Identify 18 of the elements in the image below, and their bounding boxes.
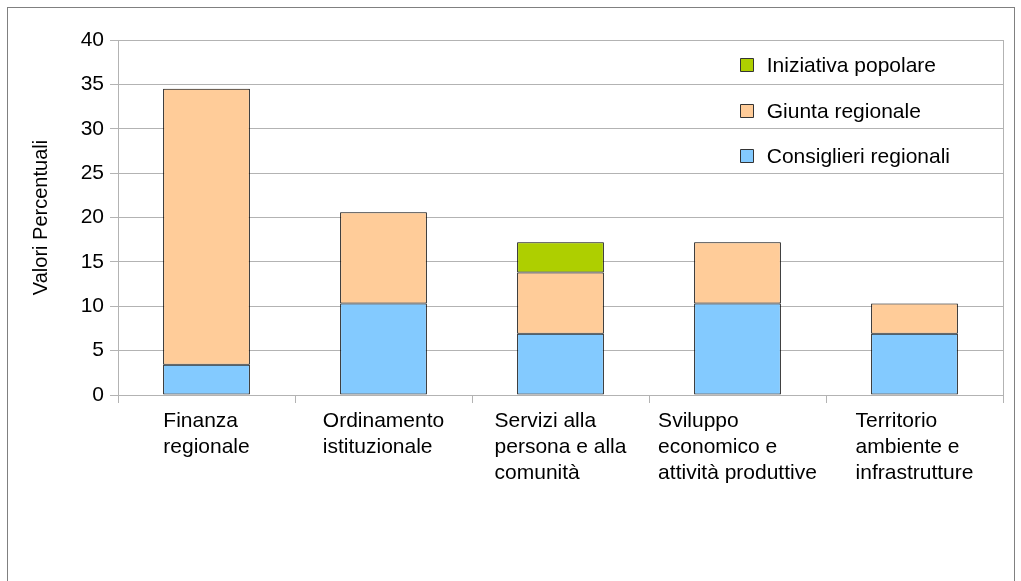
x-tick-label: Sviluppo economico e attività produttive [658, 408, 817, 484]
y-tick-label: 40 [80, 26, 104, 50]
x-tick-label: Servizi alla persona e alla comunità [494, 408, 627, 484]
legend-label: Iniziativa popolare [766, 52, 937, 76]
x-tick-label: Ordinamento istituzionale [322, 408, 445, 458]
y-tick-label: 15 [80, 248, 104, 272]
y-tick-label: 20 [80, 204, 104, 228]
legend-label: Giunta regionale [766, 98, 921, 122]
y-tick-label: 5 [92, 337, 104, 361]
x-tick-label: Territorio ambiente e infrastrutture [855, 408, 974, 484]
y-tick-label: 0 [92, 381, 104, 405]
y-tick-label: 25 [80, 159, 104, 183]
x-tick-label: Finanza regionale [163, 408, 250, 458]
legend-label: Consiglieri regionali [766, 143, 951, 167]
y-tick-label: 30 [80, 115, 104, 139]
y-axis-title: Valori Percentuali [28, 139, 51, 296]
y-tick-label: 35 [80, 71, 104, 95]
y-tick-label: 10 [80, 293, 104, 317]
